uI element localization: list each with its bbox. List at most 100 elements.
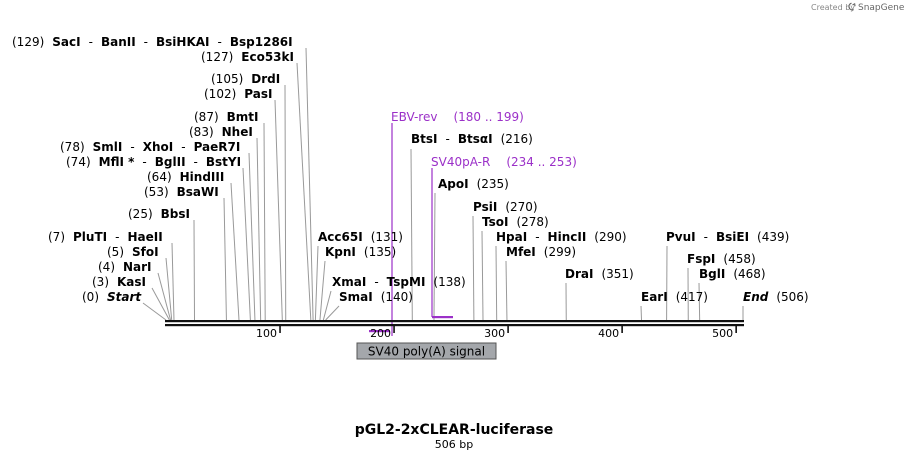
enzyme-name: TspMI (387, 275, 426, 289)
site-label[interactable]: BtsI - BtsαI (216) (411, 132, 533, 146)
enzyme-name: PluTI (73, 230, 107, 244)
enzyme-name: BtsαI (458, 132, 493, 146)
enzyme-name: FspI (687, 252, 715, 266)
enzyme-name: PvuI (666, 230, 696, 244)
site-label[interactable]: Acc65I (131) (318, 230, 403, 244)
site-position: (129) (12, 35, 44, 49)
site-label[interactable]: (5) SfoI (107, 245, 159, 259)
site-position: (74) (66, 155, 91, 169)
site-position: (64) (147, 170, 172, 184)
site-label[interactable]: FspI (458) (687, 252, 756, 266)
site-label[interactable]: (7) PluTI - HaeII (48, 230, 163, 244)
site-connector (698, 282, 701, 321)
site-label[interactable]: EarI (417) (641, 290, 708, 304)
primer-name: SV40pA-R (431, 155, 490, 169)
site-position: (83) (189, 125, 214, 139)
site-position: - (446, 132, 450, 146)
site-position: (0) (82, 290, 99, 304)
connector-lines (142, 47, 744, 321)
site-label[interactable]: KpnI (135) (325, 245, 396, 259)
site-connector (151, 287, 170, 321)
primer-name: EBV-rev (391, 110, 437, 124)
enzyme-name: BsiHKAI (156, 35, 210, 49)
primer-range: (234 .. 253) (506, 155, 576, 169)
site-position: (105) (211, 72, 243, 86)
site-position: (506) (776, 290, 808, 304)
site-position: (7) (48, 230, 65, 244)
site-position: (3) (92, 275, 109, 289)
enzyme-name: BglII (155, 155, 186, 169)
feature-box[interactable] (356, 342, 497, 360)
site-label[interactable]: (78) SmlI - XhoI - PaeR7I (60, 140, 240, 154)
site-label[interactable]: (83) NheI (189, 125, 253, 139)
axis-tick-label: 400 (598, 327, 619, 340)
site-label[interactable]: ApoI (235) (438, 177, 509, 191)
site-labels: (129) SacI - BanII - BsiHKAI - Bsp1286I(127) Eco… (12, 35, 809, 304)
enzyme-name: BanII (101, 35, 136, 49)
enzyme-name: Eco53kI (241, 50, 294, 64)
enzyme-name: BbsI (161, 207, 190, 221)
site-label[interactable]: BglI (468) (699, 267, 766, 281)
site-position: (140) (381, 290, 413, 304)
site-label[interactable]: (127) Eco53kI (201, 50, 294, 64)
site-connector (314, 245, 319, 321)
site-connector (223, 197, 227, 321)
site-label[interactable]: (4) NarI (98, 260, 152, 274)
enzyme-name: PaeR7I (194, 140, 241, 154)
site-connector (325, 305, 340, 321)
site-label[interactable]: (102) PasI (204, 87, 272, 101)
site-label[interactable]: End (506) (743, 290, 809, 304)
site-position: (5) (107, 245, 124, 259)
enzyme-name: Bsp1286I (230, 35, 293, 49)
site-position: (216) (501, 132, 533, 146)
site-label[interactable]: TsoI (278) (482, 215, 549, 229)
enzyme-name: PasI (244, 87, 272, 101)
primer-arrow[interactable] (369, 330, 390, 333)
site-connector (319, 260, 326, 321)
primer-label[interactable]: SV40pA-R (234 .. 253) (431, 155, 577, 169)
site-position: - (181, 140, 185, 154)
site-label[interactable]: (53) BsaWI (144, 185, 219, 199)
site-position: (299) (544, 245, 576, 259)
credit-area: Created by SnapGene (811, 2, 905, 13)
site-connector (433, 192, 436, 321)
site-connector (230, 182, 240, 321)
site-position: - (142, 155, 146, 169)
enzyme-name: HincII (548, 230, 587, 244)
feature-label: SV40 poly(A) signal (368, 345, 485, 359)
site-label[interactable]: HpaI - HincII (290) (496, 230, 627, 244)
enzyme-name: BglI (699, 267, 725, 281)
site-connector (322, 290, 332, 321)
site-connector (296, 62, 312, 321)
site-label[interactable]: MfeI (299) (506, 245, 576, 259)
site-position: (138) (433, 275, 465, 289)
enzyme-name: HpaI (496, 230, 527, 244)
enzyme-name: SfoI (132, 245, 159, 259)
site-label[interactable]: PvuI - BsiEI (439) (666, 230, 789, 244)
primer-arrow[interactable] (432, 316, 453, 319)
primer-label[interactable]: EBV-rev (180 .. 199) (391, 110, 524, 124)
site-label[interactable]: (74) MflI * - BglII - BstYI (66, 155, 241, 169)
site-label[interactable]: (25) BbsI (128, 207, 190, 221)
brand-name: SnapGene (858, 3, 905, 13)
site-label[interactable]: (105) DrdI (211, 72, 280, 86)
snapgene-logo-icon (848, 2, 856, 11)
site-label[interactable]: (87) BmtI (194, 110, 259, 124)
site-label[interactable]: DraI (351) (565, 267, 634, 281)
site-position: (25) (128, 207, 153, 221)
site-label[interactable]: XmaI - TspMI (138) (332, 275, 466, 289)
axis-tick-label: 100 (256, 327, 277, 340)
site-label[interactable]: (129) SacI - BanII - BsiHKAI - Bsp1286I (12, 35, 293, 49)
site-connector (505, 260, 508, 321)
enzyme-name: Start (107, 290, 142, 304)
enzyme-name: TsoI (482, 215, 508, 229)
site-label[interactable]: (0) Start (82, 290, 142, 304)
site-label[interactable]: (64) HindIII (147, 170, 224, 184)
enzyme-name: NheI (222, 125, 253, 139)
site-label[interactable]: PsiI (270) (473, 200, 538, 214)
axis-tick-label: 300 (484, 327, 505, 340)
site-position: (53) (144, 185, 169, 199)
primer-range: (180 .. 199) (453, 110, 523, 124)
site-label[interactable]: (3) KasI (92, 275, 146, 289)
site-label[interactable]: SmaI (140) (339, 290, 413, 304)
